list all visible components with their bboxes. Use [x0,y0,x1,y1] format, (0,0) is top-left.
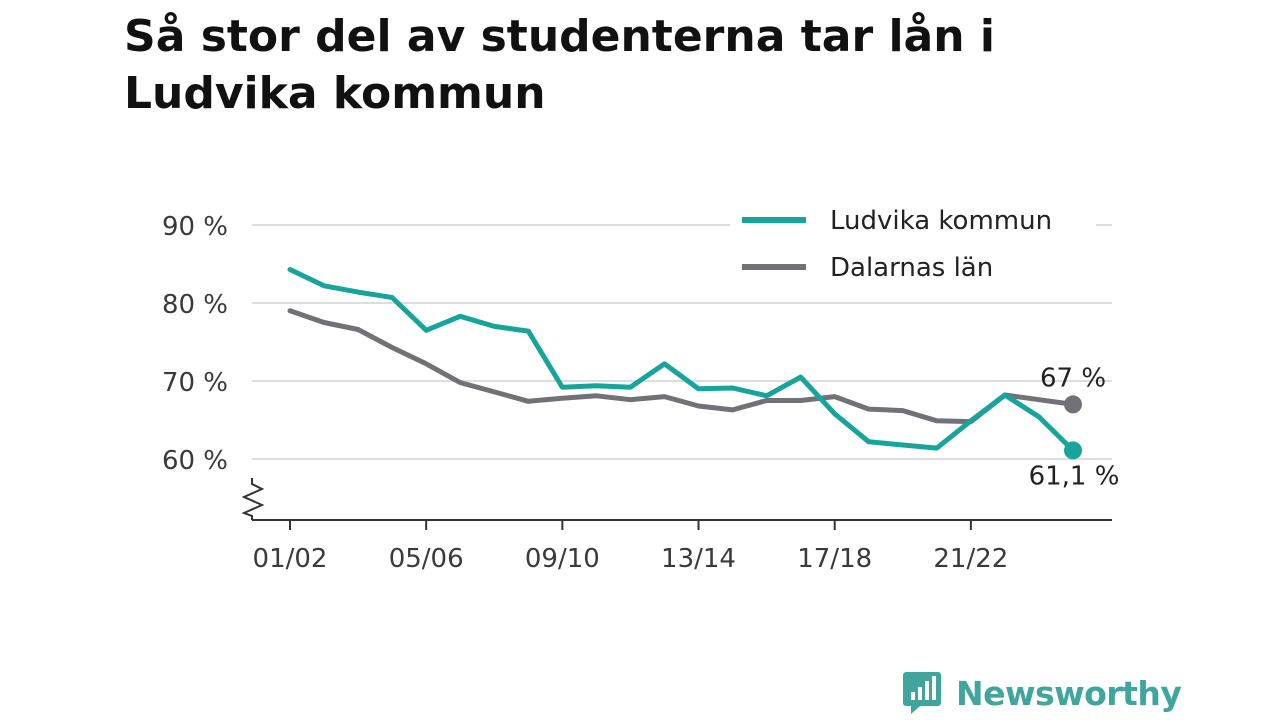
newsworthy-logo: Newsworthy [902,668,1182,718]
legend-background [730,197,1096,289]
x-tick-label: 21/22 [933,544,1008,574]
end-point-ludvika-kommun [1064,441,1082,460]
x-axis-tick-labels: 01/02 05/06 09/10 13/14 17/18 21/22 [253,520,1008,574]
brand-name: Newsworthy [956,673,1182,713]
legend: Ludvika kommun Dalarnas län [730,197,1096,289]
bar-chart-speech-bubble-icon [903,672,941,714]
axis-break-marker [241,478,265,520]
y-tick-label: 70 % [162,368,228,398]
end-point-dalarnas-lan [1064,395,1082,414]
y-tick-label: 80 % [162,290,228,320]
series-line-dalarnas-lan [287,308,1076,425]
legend-label: Dalarnas län [830,253,993,283]
x-tick-label: 13/14 [661,544,736,574]
end-labels: 61,1 % 67 % [1029,363,1120,491]
x-tick-label: 05/06 [389,544,464,574]
x-tick-label: 09/10 [525,544,600,574]
end-label-dalarnas-lan: 67 % [1040,363,1106,393]
series-line-ludvika-kommun [287,267,1076,453]
x-axis [241,478,1112,521]
legend-label: Ludvika kommun [830,206,1052,236]
y-tick-label: 90 % [162,212,228,242]
end-label-ludvika-kommun: 61,1 % [1029,461,1120,491]
y-axis-tick-labels: 60 % 70 % 80 % 90 % [162,212,228,476]
x-tick-label: 01/02 [253,544,328,574]
x-tick-label: 17/18 [797,544,872,574]
y-tick-label: 60 % [162,446,228,476]
series-lines [287,267,1082,460]
chart-title: Så stor del av studenterna tar lån i Lud… [124,11,995,119]
